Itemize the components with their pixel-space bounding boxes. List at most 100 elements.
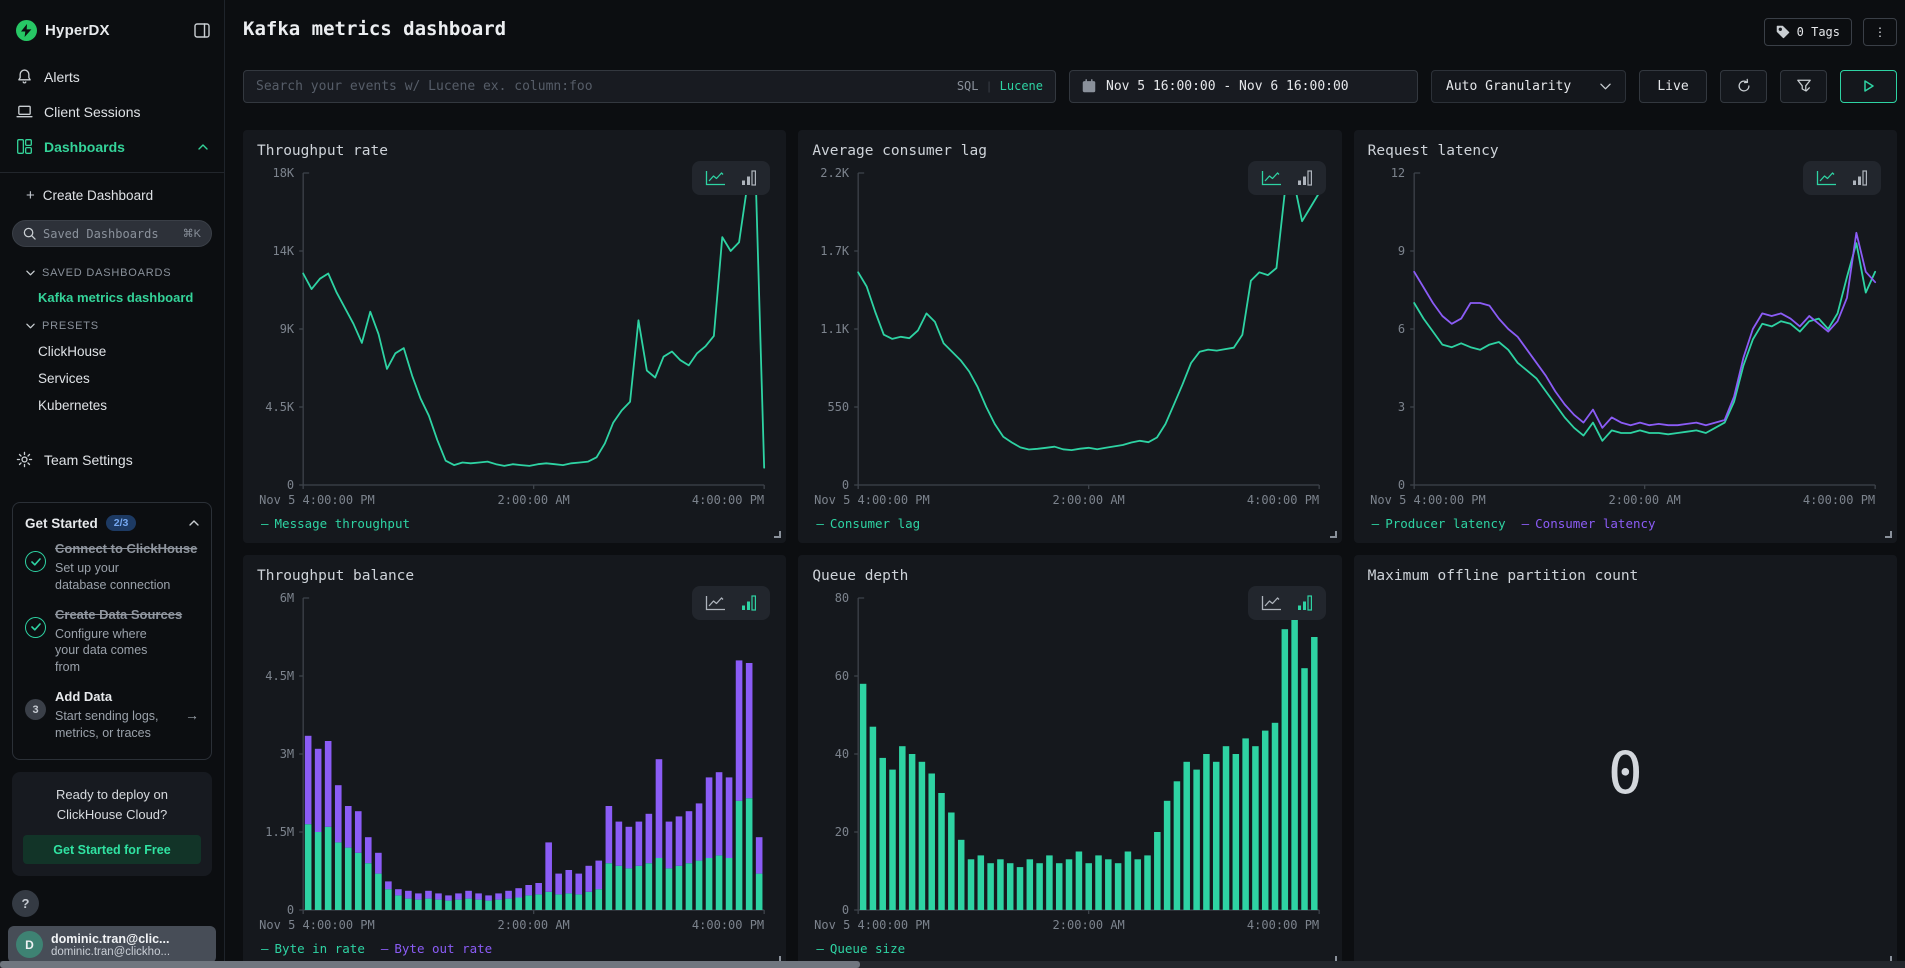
sidebar-collapse-icon[interactable] xyxy=(194,23,210,38)
get-started-items: Connect to ClickHouseSet up your databas… xyxy=(25,541,199,742)
sidebar-item-clickhouse[interactable]: ClickHouse xyxy=(12,338,212,365)
svg-text:1.5M: 1.5M xyxy=(265,825,294,839)
filter-button[interactable] xyxy=(1780,70,1827,104)
resize-handle[interactable] xyxy=(1885,531,1892,538)
main-content: Kafka metrics dashboard 0 Tags ⋮ Search … xyxy=(225,0,1905,968)
chart-canvas: 18K14K9K4.5K0Nov 5 4:00:00 PM2:00:00 AM4… xyxy=(257,161,772,511)
user-menu[interactable]: D dominic.tran@clic... dominic.tran@clic… xyxy=(8,926,216,963)
live-button[interactable]: Live xyxy=(1639,70,1707,104)
legend-dash: — xyxy=(1372,516,1380,531)
chart-canvas: 129630Nov 5 4:00:00 PM2:00:00 AM4:00:00 … xyxy=(1368,161,1883,511)
run-query-button[interactable] xyxy=(1840,70,1897,104)
svg-text:4:00:00 PM: 4:00:00 PM xyxy=(1247,918,1319,932)
lucene-mode-toggle[interactable]: Lucene xyxy=(1000,79,1043,93)
svg-text:0: 0 xyxy=(1398,478,1405,492)
chevron-down-icon xyxy=(26,323,35,329)
get-started-header[interactable]: Get Started 2/3 xyxy=(25,515,199,531)
bar-chart-icon[interactable] xyxy=(741,595,757,611)
svg-text:4.5M: 4.5M xyxy=(265,669,294,683)
svg-text:3M: 3M xyxy=(280,747,294,761)
saved-dashboards-search[interactable]: Saved Dashboards ⌘K xyxy=(12,220,212,247)
svg-text:9K: 9K xyxy=(280,322,295,336)
get-started-item[interactable]: 3Add DataStart sending logs, metrics, or… xyxy=(25,689,199,742)
chart-title: Queue depth xyxy=(812,568,1327,584)
nav-label: Client Sessions xyxy=(44,104,208,120)
chart-legend: —Byte in rate—Byte out rate xyxy=(257,936,772,960)
sidebar-item-dashboards[interactable]: Dashboards xyxy=(12,129,212,164)
chevron-up-icon[interactable] xyxy=(189,520,199,526)
chart-legend: —Consumer lag xyxy=(812,511,1327,535)
get-started-title: Get Started xyxy=(25,516,98,531)
line-chart-icon[interactable] xyxy=(705,170,726,186)
play-icon xyxy=(1864,80,1874,92)
tag-icon xyxy=(1776,25,1790,39)
nav-label: Alerts xyxy=(44,69,208,85)
bar-chart-icon[interactable] xyxy=(1297,170,1313,186)
help-button[interactable]: ? xyxy=(12,890,39,917)
chart-type-toggle xyxy=(692,586,770,620)
presets-section-header[interactable]: PRESETS xyxy=(12,310,212,338)
sidebar-item-kafka-metrics-dashboard[interactable]: Kafka metrics dashboard xyxy=(12,285,212,310)
get-started-item-desc: Start sending logs, metrics, or traces xyxy=(55,708,173,742)
shortcut-badge: ⌘K xyxy=(183,227,201,240)
scrollbar-thumb[interactable] xyxy=(0,961,860,968)
app-root: HyperDX AlertsClient SessionsDashboards … xyxy=(0,0,1905,968)
svg-text:Nov 5 4:00:00 PM: Nov 5 4:00:00 PM xyxy=(1370,493,1486,507)
chart-panel-avg-consumer-lag: Average consumer lag2.2K1.7K1.1K5500Nov … xyxy=(798,130,1341,543)
svg-text:6M: 6M xyxy=(280,591,294,605)
big-number-value: 0 xyxy=(1368,586,1883,960)
get-started-item[interactable]: Connect to ClickHouseSet up your databas… xyxy=(25,541,199,594)
saved-dashboards-section-header[interactable]: SAVED DASHBOARDS xyxy=(12,257,212,285)
tags-button[interactable]: 0 Tags xyxy=(1764,18,1852,46)
svg-text:2:00:00 AM: 2:00:00 AM xyxy=(1053,493,1125,507)
chart-title: Throughput rate xyxy=(257,143,772,159)
chart-canvas: 806040200Nov 5 4:00:00 PM2:00:00 AM4:00:… xyxy=(812,586,1327,936)
svg-text:4:00:00 PM: 4:00:00 PM xyxy=(692,918,764,932)
calendar-icon xyxy=(1082,79,1096,93)
get-started-item-title: Create Data Sources xyxy=(55,607,182,624)
refresh-button[interactable] xyxy=(1720,70,1767,104)
get-started-item[interactable]: Create Data SourcesConfigure where your … xyxy=(25,607,199,677)
legend-dash: — xyxy=(816,516,824,531)
nav-label: Dashboards xyxy=(44,139,187,155)
bar-chart-icon[interactable] xyxy=(1297,595,1313,611)
create-dashboard-button[interactable]: + Create Dashboard xyxy=(12,179,212,212)
horizontal-scrollbar[interactable] xyxy=(0,961,1905,968)
sidebar-item-kubernetes[interactable]: Kubernetes xyxy=(12,392,212,419)
line-chart-icon[interactable] xyxy=(1816,170,1837,186)
bar-chart-icon[interactable] xyxy=(1852,170,1868,186)
sql-mode-toggle[interactable]: SQL xyxy=(957,79,979,93)
chevron-down-icon xyxy=(26,270,35,276)
sidebar-item-services[interactable]: Services xyxy=(12,365,212,392)
svg-text:550: 550 xyxy=(828,400,850,414)
line-chart-icon[interactable] xyxy=(1261,170,1282,186)
get-started-free-button[interactable]: Get Started for Free xyxy=(23,835,201,864)
bar-chart-icon[interactable] xyxy=(741,170,757,186)
hyperdx-logo[interactable]: HyperDX xyxy=(16,20,110,41)
line-chart-icon[interactable] xyxy=(705,595,726,611)
sidebar-header: HyperDX xyxy=(12,0,212,59)
resize-handle[interactable] xyxy=(1330,531,1337,538)
svg-text:0: 0 xyxy=(287,903,294,917)
sidebar-item-alerts[interactable]: Alerts xyxy=(12,59,212,94)
chart-canvas: 2.2K1.7K1.1K5500Nov 5 4:00:00 PM2:00:00 … xyxy=(812,161,1327,511)
tags-label: 0 Tags xyxy=(1797,25,1840,39)
line-chart-icon[interactable] xyxy=(1261,595,1282,611)
user-name: dominic.tran@clic... xyxy=(51,932,170,946)
resize-handle[interactable] xyxy=(774,531,781,538)
event-search-input[interactable]: Search your events w/ Lucene ex. column:… xyxy=(243,70,1056,104)
date-range-picker[interactable]: Nov 5 16:00:00 - Nov 6 16:00:00 xyxy=(1069,70,1418,104)
chart-legend: —Queue size xyxy=(812,936,1327,960)
logo-text: HyperDX xyxy=(45,22,110,39)
arrow-right-icon: → xyxy=(185,707,199,723)
chevron-down-icon xyxy=(1600,83,1611,90)
sidebar-item-team-settings[interactable]: Team Settings xyxy=(12,441,212,478)
get-started-card: Get Started 2/3 Connect to ClickHouseSet… xyxy=(12,502,212,760)
create-dashboard-label: Create Dashboard xyxy=(43,188,153,203)
chart-type-toggle xyxy=(1248,586,1326,620)
chart-type-toggle xyxy=(1803,161,1881,195)
sidebar-item-client-sessions[interactable]: Client Sessions xyxy=(12,94,212,129)
kebab-menu-button[interactable]: ⋮ xyxy=(1863,18,1897,46)
granularity-select[interactable]: Auto Granularity xyxy=(1431,70,1626,104)
sidebar-nav: Alerts Client Sessions Dashboards xyxy=(12,59,212,164)
